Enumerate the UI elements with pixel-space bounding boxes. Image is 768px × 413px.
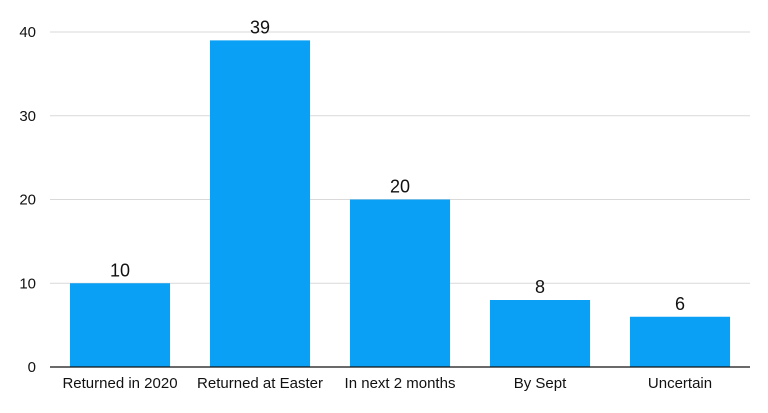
bars xyxy=(69,40,731,367)
x-tick-label: Returned at Easter xyxy=(197,375,323,392)
y-tick-label: 0 xyxy=(28,359,36,376)
data-label: 39 xyxy=(250,17,270,37)
x-tick-label: In next 2 months xyxy=(345,375,456,392)
bar xyxy=(209,40,311,367)
data-label: 10 xyxy=(110,260,130,280)
bar xyxy=(629,316,731,367)
x-tick-label: Returned in 2020 xyxy=(62,375,177,392)
y-axis-ticks: 0 10 20 30 40 xyxy=(19,24,36,376)
data-label: 20 xyxy=(390,177,410,197)
x-tick-label: Uncertain xyxy=(648,375,712,392)
bar xyxy=(69,283,171,367)
bar xyxy=(489,300,591,367)
data-label: 8 xyxy=(535,277,545,297)
y-tick-label: 40 xyxy=(19,24,36,41)
bar xyxy=(349,199,451,367)
y-tick-label: 30 xyxy=(19,108,36,125)
y-tick-label: 20 xyxy=(19,192,36,209)
x-tick-label: By Sept xyxy=(514,375,567,392)
y-tick-label: 10 xyxy=(19,275,36,292)
data-label: 6 xyxy=(675,294,685,314)
x-axis-ticks: Returned in 2020 Returned at Easter In nex… xyxy=(62,375,712,392)
data-labels: 10 39 20 8 6 xyxy=(110,17,685,313)
